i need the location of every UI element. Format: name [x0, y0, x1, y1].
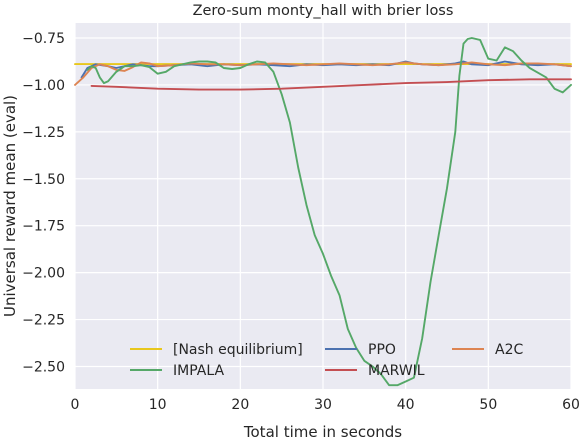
- x-tick-labels: 0 10 20 30 40 50 60: [71, 397, 580, 413]
- y-tick-label: −1.25: [22, 125, 65, 141]
- legend-label-nash-equilibrium: [Nash equilibrium]: [173, 342, 303, 358]
- grid-lines: [74, 23, 572, 389]
- x-tick-label: 40: [397, 397, 415, 413]
- y-tick-label: −1.00: [22, 78, 65, 94]
- legend-label-ppo: PPO: [368, 342, 396, 358]
- x-tick-label: 0: [71, 397, 80, 413]
- series-line-a2c: [74, 61, 572, 86]
- x-tick-label: 50: [479, 397, 497, 413]
- series-line-marwil: [90, 78, 572, 91]
- series-lines: [74, 37, 572, 387]
- legend-label-impala: IMPALA: [173, 363, 224, 379]
- y-tick-label: −2.00: [22, 266, 65, 282]
- y-tick-label: −2.25: [22, 313, 65, 329]
- y-tick-label: −1.50: [22, 172, 65, 188]
- legend-label-marwil: MARWIL: [368, 363, 425, 379]
- legend-label-a2c: A2C: [495, 342, 523, 358]
- x-tick-label: 60: [562, 397, 580, 413]
- x-tick-label: 30: [314, 397, 332, 413]
- legend: [Nash equilibrium] PPO A2C IMPALA MARWIL: [130, 342, 523, 379]
- chart-title: Zero-sum monty_hall with brier loss: [193, 3, 454, 19]
- series-line-impala: [86, 37, 572, 387]
- y-tick-label: −1.75: [22, 219, 65, 235]
- x-tick-label: 20: [231, 397, 249, 413]
- y-tick-labels: −0.75 −1.00 −1.25 −1.50 −1.75 −2.00 −2.25 −2.50: [22, 31, 65, 375]
- y-tick-label: −2.50: [22, 359, 65, 375]
- x-axis-label: Total time in seconds: [243, 423, 402, 441]
- y-tick-label: −0.75: [22, 31, 65, 47]
- y-axis-label: Universal reward mean (eval): [1, 95, 19, 317]
- x-tick-label: 10: [149, 397, 167, 413]
